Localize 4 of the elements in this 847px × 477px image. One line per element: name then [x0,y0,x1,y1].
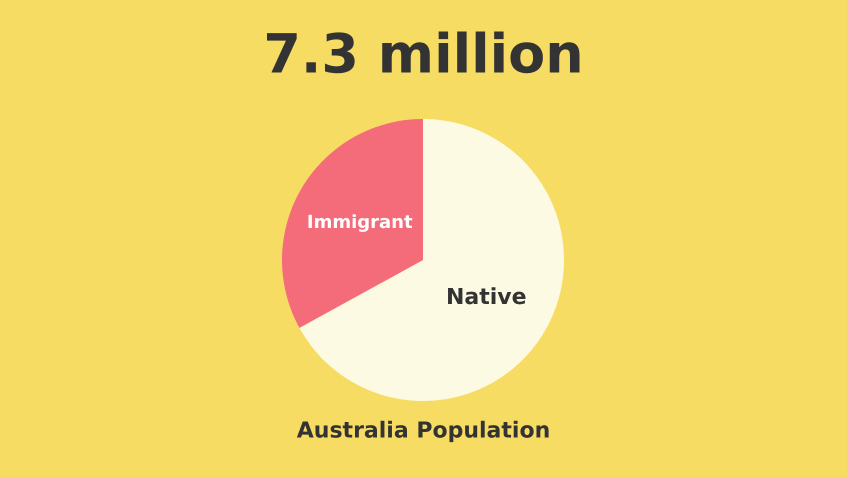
chart-title: 7.3 million [263,22,584,86]
slice-label: Native [446,284,527,310]
text: Australia Population [296,418,550,444]
slice-label: Immigrant [306,212,413,234]
